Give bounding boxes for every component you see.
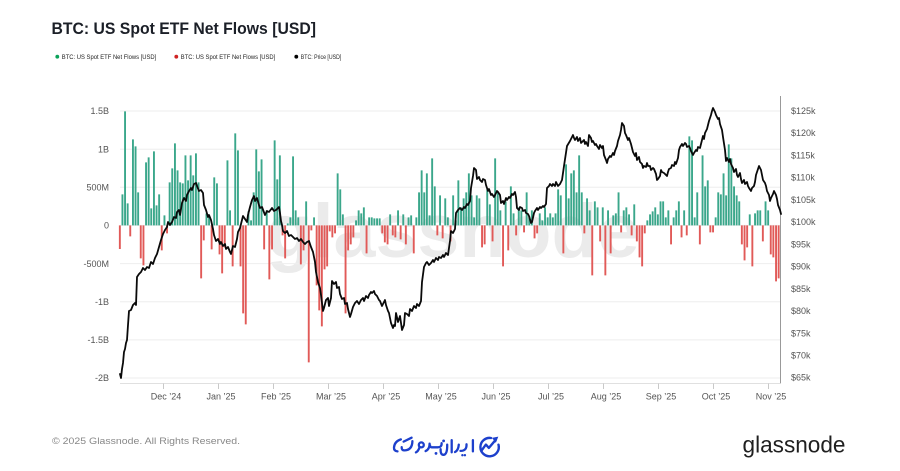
svg-text:-1B: -1B	[95, 297, 109, 307]
svg-text:500M: 500M	[86, 183, 109, 193]
svg-text:Nov ’25: Nov ’25	[756, 392, 787, 402]
svg-text:Oct ’25: Oct ’25	[702, 392, 731, 402]
svg-text:Sep ’25: Sep ’25	[646, 392, 677, 402]
svg-text:$80k: $80k	[791, 306, 811, 316]
svg-text:$65k: $65k	[791, 373, 811, 383]
svg-text:glassnode: glassnode	[743, 432, 846, 458]
svg-text:-2B: -2B	[95, 373, 109, 383]
svg-text:$120k: $120k	[791, 128, 816, 138]
svg-text:$125k: $125k	[791, 106, 816, 116]
svg-text:$85k: $85k	[791, 284, 811, 294]
svg-text:May ’25: May ’25	[425, 392, 457, 402]
svg-text:$100k: $100k	[791, 217, 816, 227]
svg-text:© 2025 Glassnode. All Rights R: © 2025 Glassnode. All Rights Reserved.	[52, 436, 240, 447]
svg-text:BTC: US Spot ETF Net Flows [US: BTC: US Spot ETF Net Flows [USD]	[62, 54, 157, 61]
svg-text:$115k: $115k	[791, 150, 815, 160]
svg-text:$110k: $110k	[791, 173, 815, 183]
svg-text:Feb ’25: Feb ’25	[261, 392, 291, 402]
svg-text:-500M: -500M	[83, 259, 109, 269]
svg-text:BTC: US Spot ETF Net Flows [US: BTC: US Spot ETF Net Flows [USD]	[52, 19, 317, 38]
svg-text:-1.5B: -1.5B	[87, 335, 109, 345]
svg-text:0: 0	[104, 221, 109, 231]
svg-text:Jul ’25: Jul ’25	[538, 392, 564, 402]
svg-text:BTC: Price [USD]: BTC: Price [USD]	[301, 54, 342, 61]
svg-text:1B: 1B	[98, 144, 109, 154]
svg-text:Dec ’24: Dec ’24	[151, 392, 182, 402]
svg-text:Jun ’25: Jun ’25	[481, 392, 510, 402]
svg-text:$95k: $95k	[791, 239, 811, 249]
svg-text:1.5B: 1.5B	[90, 106, 109, 116]
svg-text:$105k: $105k	[791, 195, 816, 205]
svg-text:$70k: $70k	[791, 350, 811, 360]
svg-text:Aug ’25: Aug ’25	[591, 392, 622, 402]
svg-text:Apr ’25: Apr ’25	[372, 392, 401, 402]
svg-text:Jan ’25: Jan ’25	[206, 392, 235, 402]
svg-text:$75k: $75k	[791, 328, 811, 338]
svg-text:Mar ’25: Mar ’25	[316, 392, 346, 402]
svg-text:$90k: $90k	[791, 262, 811, 272]
svg-text:BTC: US Spot ETF Net Flows [US: BTC: US Spot ETF Net Flows [USD]	[181, 54, 276, 61]
